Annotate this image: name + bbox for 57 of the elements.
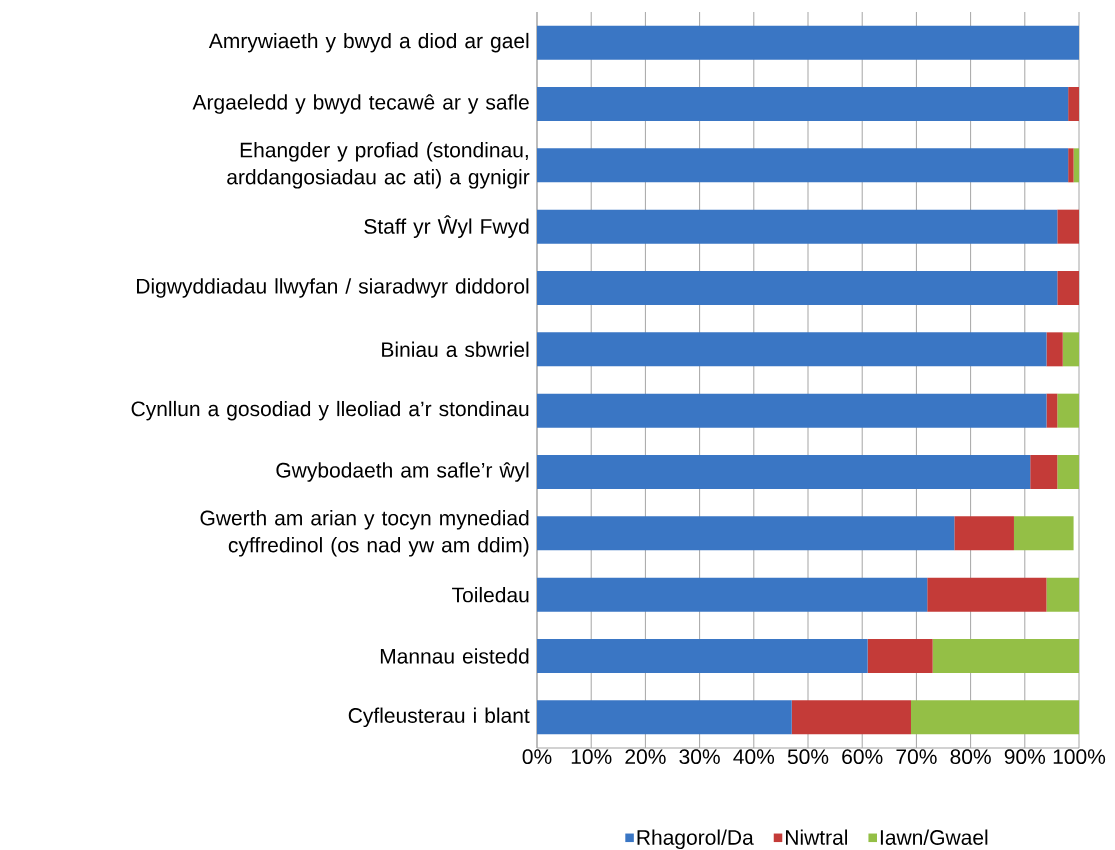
bar [1068, 148, 1074, 183]
bar [1068, 87, 1079, 121]
y-tick-label: Digwyddiadau llwyfan / siaradwyr diddorol [137, 278, 529, 298]
bar [1030, 454, 1058, 489]
y-tick-label: Cynllun a gosodiad y lleoliad a’r stondinau [131, 400, 529, 421]
bar [537, 639, 868, 673]
y-tick-label: Toiledau [452, 586, 529, 603]
bar [537, 332, 1047, 367]
legend-label: Niwtral [786, 829, 848, 845]
x-tick-label: 100% [1053, 749, 1106, 765]
y-tick-label: Gwerth am arian y tocyn mynediad cyffredinol (os nad yw am ddim) [200, 510, 529, 557]
y-tick-label: Argaeledd y bwyd tecawê ar y safle [192, 94, 529, 114]
bar [1057, 209, 1079, 244]
x-tick-label: 40% [733, 749, 775, 765]
y-tick-label: Mannau eistedd [380, 648, 529, 664]
bar [867, 639, 933, 673]
y-tick-label: Biniau a sbwriel [382, 341, 529, 358]
bar [537, 393, 1047, 428]
bar [537, 209, 1058, 244]
bar [1073, 148, 1079, 183]
bar [927, 577, 1047, 612]
bar [537, 148, 1069, 183]
x-tick-label: 50% [787, 749, 829, 765]
bar [1046, 332, 1063, 367]
bar [1046, 577, 1079, 612]
x-tick-label: 60% [842, 749, 883, 765]
bar [1057, 454, 1079, 489]
bar [791, 700, 911, 735]
x-tick-label: 30% [679, 749, 720, 765]
bar [1057, 393, 1079, 428]
x-tick-label: 20% [625, 749, 666, 765]
bar [1046, 393, 1058, 428]
x-tick-label: 10% [571, 749, 612, 765]
bar [932, 639, 1079, 673]
bar [954, 516, 1014, 551]
bar [537, 87, 1069, 121]
bar [537, 271, 1058, 305]
bar [537, 454, 1031, 489]
legend-label: Iawn/Gwael [880, 829, 988, 845]
bar [910, 700, 1079, 735]
bar [537, 516, 955, 551]
x-tick-label: 90% [1004, 749, 1046, 765]
x-tick-label: 70% [896, 749, 937, 765]
x-tick-label: 0% [522, 749, 552, 765]
x-tick-label: 80% [950, 749, 991, 765]
bar [1013, 516, 1074, 551]
bar [537, 700, 792, 735]
y-tick-label: Gwybodaeth am safle’r ŵyl [276, 462, 529, 482]
y-tick-label: Cyfleusterau i blant [348, 707, 530, 728]
bar [1062, 332, 1079, 367]
y-tick-label: Ehangder y profiad (stondinau, arddangosiadau ac ati) a gynigir [227, 142, 530, 189]
y-tick-label: Amrywiaeth y bwyd a diod ar gael [208, 32, 529, 53]
bar [537, 577, 928, 612]
bar [1057, 271, 1079, 305]
legend-label: Rhagorol/Da [637, 829, 754, 850]
y-tick-label: Staff yr Ŵyl Fwyd [364, 215, 529, 239]
bar [537, 25, 1079, 60]
